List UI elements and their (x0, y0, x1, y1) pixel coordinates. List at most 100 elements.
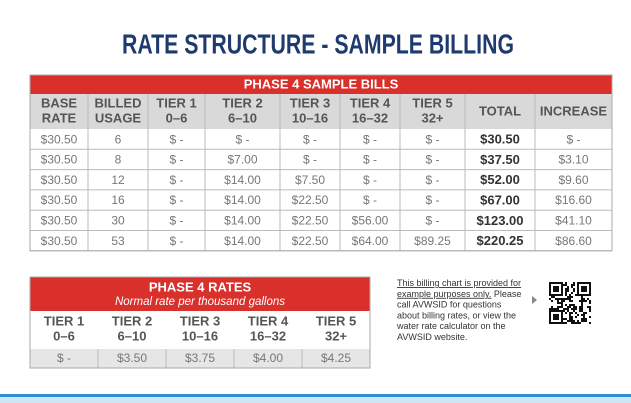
note-line: call AVWSID for questions (397, 300, 502, 310)
qr-module (555, 286, 557, 288)
qr-module (569, 318, 571, 320)
total-cell: $52.00 (480, 172, 520, 187)
table-cell: $ - (425, 173, 439, 187)
qr-module (577, 320, 579, 322)
qr-module (581, 300, 583, 302)
qr-module (553, 318, 555, 320)
qr-module (561, 282, 563, 284)
qr-module (573, 308, 575, 310)
header-row (30, 94, 612, 129)
qr-module (575, 322, 577, 324)
table-cell: $ - (363, 153, 377, 167)
table-cell: 53 (111, 234, 125, 248)
qr-module (565, 294, 567, 296)
qr-module (573, 310, 575, 312)
qr-module (579, 322, 581, 324)
qr-module (579, 306, 581, 308)
qr-module (571, 304, 573, 306)
qr-module (553, 314, 555, 316)
qr-module (569, 304, 571, 306)
table-cell: $ - (566, 132, 580, 146)
qr-module (559, 298, 561, 300)
qr-module (579, 300, 581, 302)
qr-module (565, 308, 567, 310)
rates-border (29, 276, 371, 369)
qr-module (557, 322, 559, 324)
qr-module (555, 308, 557, 310)
qr-module (583, 314, 585, 316)
qr-module (559, 302, 561, 304)
qr-module (561, 316, 563, 318)
qr-module (567, 290, 569, 292)
qr-module (567, 306, 569, 308)
table-cell: $14.00 (224, 214, 261, 228)
qr-module (585, 282, 587, 284)
total-cell: $220.25 (477, 233, 524, 248)
column-header: RATE (42, 110, 77, 125)
qr-module (561, 310, 563, 312)
qr-module (563, 318, 565, 320)
qr-module (571, 316, 573, 318)
note-line: about billing rates, or view the (397, 311, 516, 321)
qr-module (589, 284, 591, 286)
qr-module (577, 282, 579, 284)
qr-module (589, 310, 591, 312)
arrow-icon (532, 296, 537, 304)
qr-module (569, 300, 571, 302)
qr-module (575, 308, 577, 310)
qr-module (549, 294, 551, 296)
note-line: example purposes only. Please (397, 289, 521, 299)
qr-module (551, 294, 553, 296)
total-cell: $37.50 (480, 152, 520, 167)
qr-module (585, 290, 587, 292)
table-cell: 16 (111, 193, 125, 207)
qr-module (581, 282, 583, 284)
rates-header: TIER 2 (112, 313, 152, 328)
qr-module (561, 322, 563, 324)
qr-module (585, 312, 587, 314)
rates-header: TIER 1 (44, 313, 84, 328)
qr-module (583, 286, 585, 288)
table-cell: $ - (363, 193, 377, 207)
qr-module (589, 290, 591, 292)
qr-module (557, 286, 559, 288)
qr-module (555, 310, 557, 312)
column-header: USAGE (95, 110, 142, 125)
table-cell: $30.50 (41, 214, 78, 228)
rates-banner (30, 277, 370, 311)
qr-module (573, 304, 575, 306)
table-cell: $14.00 (224, 234, 261, 248)
qr-module (589, 292, 591, 294)
qr-module (565, 288, 567, 290)
qr-module (589, 288, 591, 290)
qr-module (557, 298, 559, 300)
qr-module (577, 286, 579, 288)
table-cell: $ - (425, 214, 439, 228)
column-header: 0–6 (166, 110, 188, 125)
table-cell: $ - (169, 214, 183, 228)
qr-module (553, 282, 555, 284)
column-header: INCREASE (540, 103, 608, 118)
qr-module (573, 288, 575, 290)
qr-module (555, 322, 557, 324)
qr-module (571, 322, 573, 324)
rates-header: TIER 5 (316, 313, 356, 328)
table-cell: $22.50 (292, 193, 329, 207)
qr-module (571, 318, 573, 320)
qr-module (573, 322, 575, 324)
qr-module (557, 294, 559, 296)
table-cell: $ - (425, 153, 439, 167)
qr-module (561, 304, 563, 306)
table-cell: $14.00 (224, 173, 261, 187)
qr-module (589, 302, 591, 304)
qr-module (569, 296, 571, 298)
table-cell: $16.60 (555, 193, 592, 207)
qr-module (583, 294, 585, 296)
qr-module (589, 316, 591, 318)
qr-module (583, 298, 585, 300)
qr-module (575, 312, 577, 314)
qr-module (549, 290, 551, 292)
qr-module (561, 302, 563, 304)
qr-module (557, 318, 559, 320)
qr-module (557, 306, 559, 308)
